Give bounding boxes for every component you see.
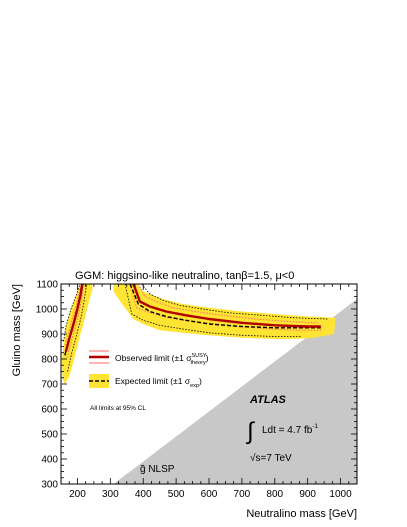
x-tick-label: 600 xyxy=(201,489,218,500)
x-tick-label: 1000 xyxy=(329,489,352,500)
y-tick-label: 1100 xyxy=(36,280,58,291)
axes: 200 300 400 500 600 700 800 900 1000 300 400 500 600… xyxy=(36,280,358,500)
x-tick-label: 500 xyxy=(168,489,185,500)
plot-data-area xyxy=(62,284,357,484)
expected-limit-line xyxy=(129,284,321,329)
x-tick-label: 400 xyxy=(135,489,152,500)
x-tick-label: 200 xyxy=(69,489,86,500)
y-tick-label: 900 xyxy=(41,330,58,341)
y-tick-label: 800 xyxy=(41,355,58,366)
nlsp-region-label: g̃ NLSP xyxy=(140,464,175,475)
integral-sign: ∫ xyxy=(245,418,255,445)
expected-band xyxy=(62,284,93,384)
observed-theory-upper-line xyxy=(137,284,318,324)
x-tick-label: 900 xyxy=(299,489,316,500)
energy-label: √s=7 TeV xyxy=(250,452,292,464)
x-axis-label: Neutralino mass [GeV] xyxy=(246,508,357,520)
expected-sigma-lower-line xyxy=(124,284,302,337)
luminosity-label: Ldt = 4.7 fb-1 xyxy=(262,423,318,436)
observed-theory-lower-line xyxy=(66,284,84,358)
x-tick-label: 800 xyxy=(266,489,283,500)
expected-band xyxy=(113,284,336,339)
legend-note: All limits at 95% CL xyxy=(90,405,146,412)
x-tick-label: 300 xyxy=(102,489,119,500)
y-tick-label: 700 xyxy=(41,380,58,391)
y-axis-label: Gluino mass [GeV] xyxy=(11,284,23,376)
y-tick-label: 400 xyxy=(41,455,58,466)
observed-limit-line xyxy=(64,284,84,352)
expected-sigma-upper-line xyxy=(63,284,82,342)
legend-observed-label: Observed limit (±1 σSUSY theory) xyxy=(115,353,209,366)
y-tick-label: 1000 xyxy=(36,305,59,316)
legend: Observed limit (±1 σSUSY theory) Expected… xyxy=(89,350,209,412)
legend-expected-label: Expected limit (±1 σexp) xyxy=(115,376,202,389)
chart-title: GGM: higgsino-like neutralino, tanβ=1.5,… xyxy=(75,270,294,282)
expected-sigma-lower-line xyxy=(67,284,88,372)
x-tick-label: 700 xyxy=(234,489,251,500)
y-tick-label: 500 xyxy=(41,430,58,441)
observed-limit-line xyxy=(132,284,321,328)
y-tick-label: 300 xyxy=(41,480,58,491)
nlsp-region xyxy=(113,299,357,484)
y-tick-label: 600 xyxy=(41,405,58,416)
atlas-label: ATLAS xyxy=(249,394,287,406)
